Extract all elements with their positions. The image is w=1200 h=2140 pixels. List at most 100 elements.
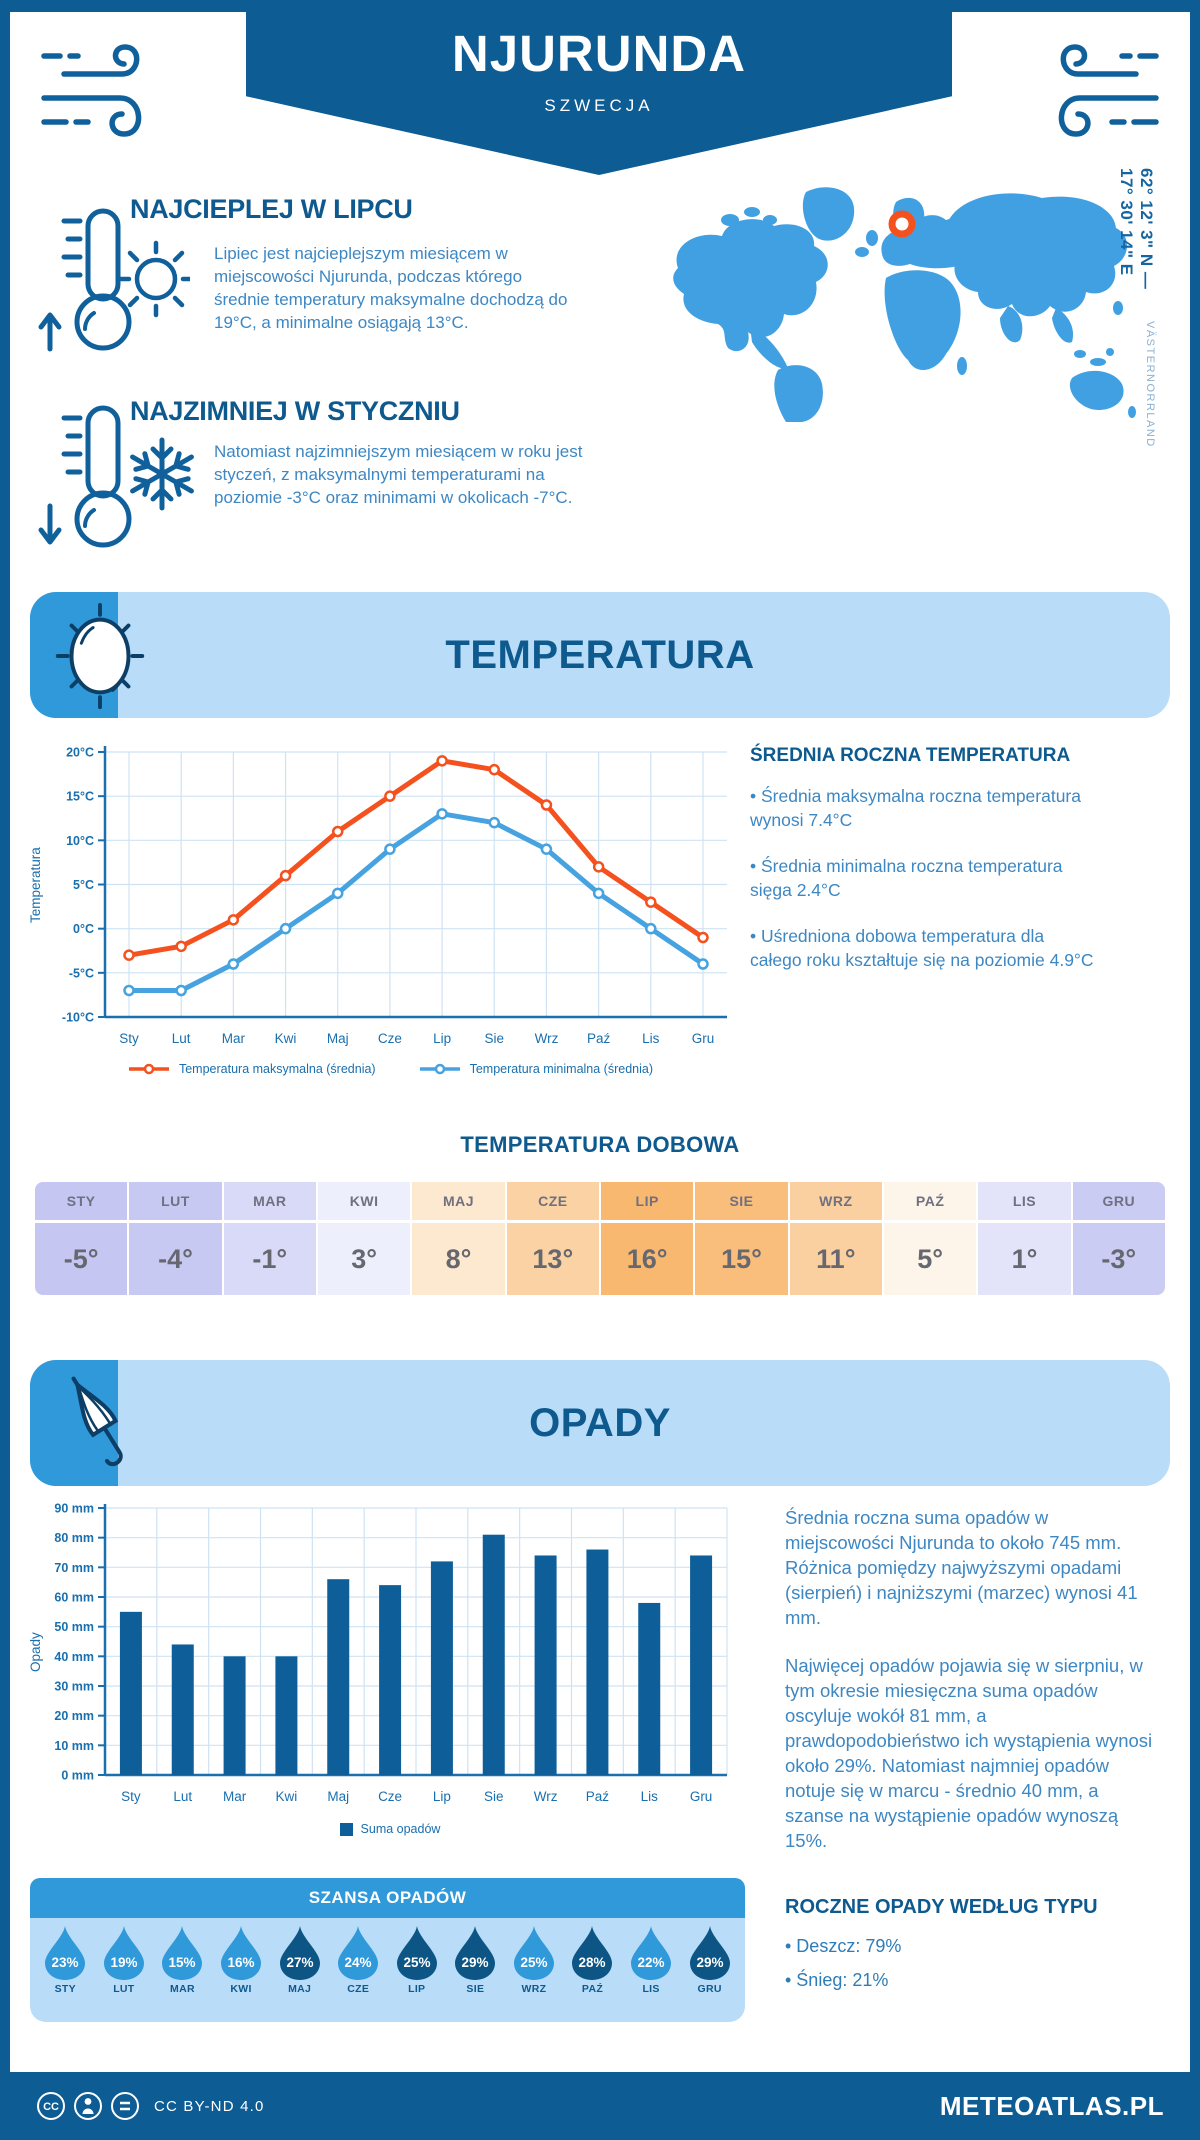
location-marker [888,210,916,238]
svg-text:0 mm: 0 mm [61,1769,94,1783]
precipitation-paragraph: Średnia roczna suma opadów w miejscowośc… [785,1507,1138,1628]
svg-text:Lip: Lip [433,1031,451,1046]
location-coordinates: 62° 12' 3" N — 17° 30' 14" E [1117,168,1156,290]
annual-temperature-bullet: • Średnia minimalna roczna temperatura s… [750,856,1063,900]
thermometer-up-sun-icon [38,208,190,352]
svg-text:Sie: Sie [485,1031,505,1046]
svg-text:Lis: Lis [641,1789,659,1804]
droplet-icon: 25% [396,1926,437,1980]
umbrella-icon [71,1376,123,1467]
daily-temperature-table: STY LUT MAR KWI MAJ CZE LIP SIE WRZ PAŹ LIS GRU -5° -… [35,1182,1165,1295]
droplet-month: WRZ [521,1983,547,1995]
legend-item: Temperatura maksymalna (średnia) [127,1062,376,1076]
snowflake-icon [130,437,194,511]
thermometer-down-snowflake-icon [38,405,194,548]
svg-text:Lip: Lip [433,1789,451,1804]
droplet-value: 27% [286,1955,313,1970]
daily-temp-value: -1° [223,1223,316,1295]
daily-temperature-title: TEMPERATURA DOBOWA [460,1132,740,1157]
droplet-value: 25% [520,1955,547,1970]
cc-by-person-icon [74,2092,102,2120]
svg-text:Paź: Paź [587,1031,611,1046]
svg-text:50 mm: 50 mm [54,1620,94,1634]
svg-text:Sty: Sty [121,1789,141,1804]
svg-text:Kwi: Kwi [276,1789,298,1804]
daily-temp-month: KWI [318,1182,411,1220]
droplet-cell: 22% LIS [622,1925,681,2022]
svg-text:70 mm: 70 mm [54,1561,94,1575]
droplet-value: 23% [52,1955,79,1970]
precipitation-chance-header: SZANSA OPADÓW [30,1878,745,1918]
temperature-section-title: TEMPERATURA [445,632,755,677]
svg-text:Sie: Sie [484,1789,504,1804]
wind-icon-right [1058,44,1159,137]
precipitation-type-bullet: • Deszcz: 79% [785,1936,902,1956]
daily-temp-month: GRU [1072,1182,1165,1220]
daily-temp-value: 15° [695,1223,788,1295]
precipitation-text: Średnia roczna suma opadów w miejscowośc… [785,1505,1162,1876]
droplet-value: 22% [638,1955,665,1970]
daily-temp-value: 8° [412,1223,505,1295]
annual-temperature-bullets: • Średnia maksymalna roczna temperatura … [750,785,1095,995]
precipitation-section-title: OPADY [529,1400,671,1445]
svg-text:Cze: Cze [378,1031,402,1046]
legend-item: Suma opadów [339,1822,440,1836]
svg-text:15°C: 15°C [66,790,94,804]
daily-temp-month: STY [35,1182,128,1220]
droplet-cell: 27% MAJ [270,1925,329,2022]
droplet-cell: 23% STY [36,1925,95,2022]
daily-temp-month: LIS [978,1182,1071,1220]
sun-banner-icon [55,602,145,710]
svg-text:Wrz: Wrz [535,1031,559,1046]
svg-text:20°C: 20°C [66,746,94,760]
svg-text:40 mm: 40 mm [54,1650,94,1664]
droplet-value: 28% [579,1955,606,1970]
svg-text:Lis: Lis [642,1031,660,1046]
daily-temp-month: CZE [506,1182,599,1220]
daily-temp-month: MAR [223,1182,316,1220]
border-left [0,0,10,2140]
precipitation-chart: 0 mm 10 mm 20 mm 30 mm 40 mm 50 mm 60 mm 70 mm 8… [54,1502,728,1804]
coldest-month-title: NAJZIMNIEJ W STYCZNIU [130,396,460,426]
droplet-cell: 19% LUT [95,1925,154,2022]
warmest-month-text: Lipiec jest najcieplejszym miesiącem w m… [214,244,568,332]
droplet-month: STY [54,1983,76,1995]
temperature-chart-ylabel: Temperatura [28,847,43,923]
svg-text:Cze: Cze [378,1789,402,1804]
svg-text:Maj: Maj [327,1789,349,1804]
svg-text:80 mm: 80 mm [54,1531,94,1545]
droplet-month: LUT [113,1983,135,1995]
droplet-value: 25% [403,1955,430,1970]
svg-text:Sty: Sty [119,1031,139,1046]
svg-text:CC: CC [43,2101,59,2113]
svg-text:Gru: Gru [690,1789,713,1804]
svg-text:60 mm: 60 mm [54,1591,94,1605]
brand-text: METEOATLAS.PL [939,2090,1164,2121]
droplet-icon: 15% [162,1926,203,1980]
droplet-icon: 22% [631,1926,672,1980]
droplet-icon: 29% [689,1926,730,1980]
footer: CC CC BY-ND 4.0 METEOATLAS.PL [0,2072,1200,2140]
daily-temp-value: 11° [789,1223,882,1295]
annual-temperature-bullet: • Średnia maksymalna roczna temperatura … [750,786,1081,830]
droplet-cell: 29% SIE [446,1925,505,2022]
legend-item: Temperatura minimalna (średnia) [418,1062,653,1076]
droplet-icon: 16% [221,1926,262,1980]
droplet-value: 19% [110,1955,137,1970]
droplet-value: 29% [462,1955,489,1970]
daily-temp-value: -4° [129,1223,222,1295]
location-block: 62° 12' 3" N — 17° 30' 14" E VÄSTERNORRL… [1116,168,1156,448]
precipitation-type-title: ROCZNE OPADY WEDŁUG TYPU [785,1896,1098,1918]
droplet-month: MAR [170,1983,195,1995]
droplet-icon: 29% [455,1926,496,1980]
svg-text:Mar: Mar [223,1789,247,1804]
droplet-cell: 25% LIP [387,1925,446,2022]
droplet-cell: 16% KWI [212,1925,271,2022]
daily-temp-value: -3° [1072,1223,1165,1295]
droplet-value: 15% [169,1955,196,1970]
droplet-icon: 28% [572,1926,613,1980]
precipitation-chance-panel: 23% STY 19% LUT 15% MAR 16% KWI 27% MAJ 24% CZE 25% L… [30,1918,745,2022]
svg-text:Kwi: Kwi [275,1031,297,1046]
cc-nd-icon [111,2092,139,2120]
temperature-chart: -10°C -5°C 0°C 5°C 10°C 15°C 20°C Sty Lut Mar Kwi M… [62,746,727,1046]
